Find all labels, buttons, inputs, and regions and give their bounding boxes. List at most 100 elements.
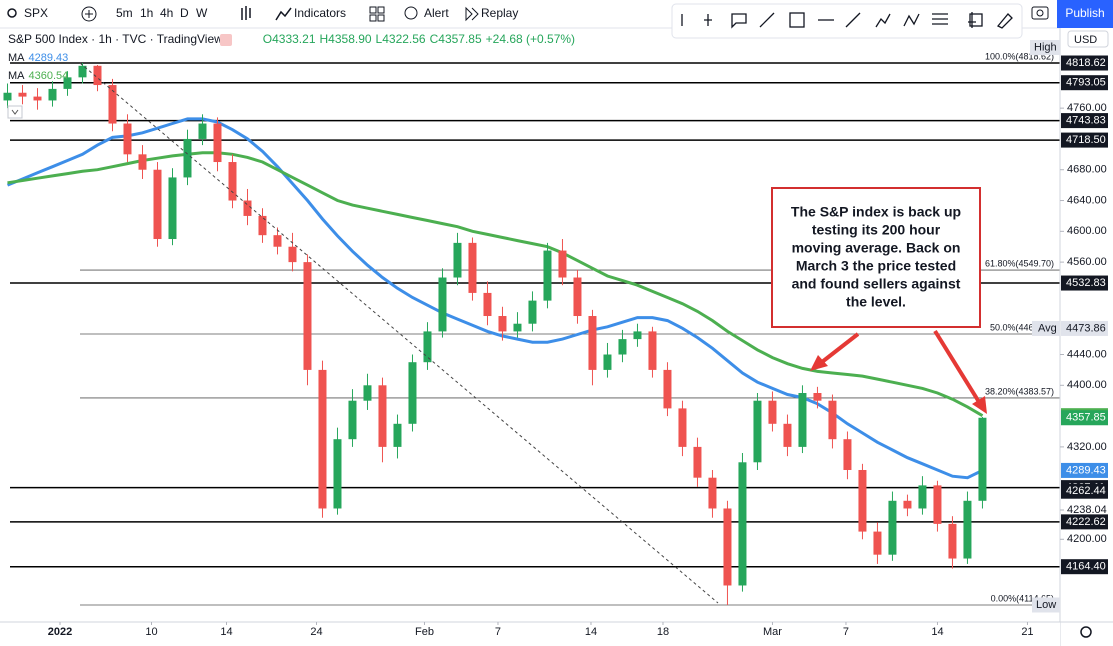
fib-label: 100.0%(4818.62): [985, 51, 1054, 61]
interval[interactable]: D: [180, 6, 189, 20]
x-tick-label: 14: [220, 626, 232, 638]
high-bg: [1030, 40, 1060, 55]
candle-body: [243, 200, 252, 216]
tool[interactable]: [932, 13, 948, 25]
candle-body: [873, 531, 882, 555]
plus-icon: [85, 10, 93, 18]
tool[interactable]: [789, 12, 805, 28]
candle-body: [558, 250, 567, 278]
candle-body: [858, 469, 867, 532]
low-label: Low: [1036, 599, 1056, 611]
y-tick-label: 4238.04: [1067, 504, 1107, 516]
avg-name: Avg: [1038, 322, 1057, 334]
tool[interactable]: [704, 14, 712, 26]
annotation-line: The S&P index is back up: [791, 204, 961, 220]
indicators-button[interactable]: Indicators: [294, 6, 346, 20]
settings-icon[interactable]: [1080, 626, 1092, 638]
ma-name: MA: [8, 52, 25, 64]
tool[interactable]: [875, 13, 891, 28]
interval[interactable]: 4h: [160, 6, 173, 20]
x-tick-label: 21: [1021, 626, 1033, 638]
level-label-bg: [1061, 275, 1108, 291]
tool[interactable]: [845, 12, 861, 28]
candle-body: [258, 215, 267, 236]
tool[interactable]: [996, 13, 1013, 29]
ma-value: 4289.43: [29, 52, 69, 64]
alert-button[interactable]: Alert: [424, 6, 449, 20]
trend-line: [79, 62, 719, 604]
candle-body: [138, 154, 147, 170]
candle-body: [933, 485, 942, 524]
candle-body: [348, 400, 357, 440]
level-label: 4532.83: [1066, 277, 1106, 289]
candle-body: [693, 446, 702, 478]
tool[interactable]: [969, 13, 983, 27]
drawing-tools: [681, 12, 1013, 29]
symbol[interactable]: SPX: [24, 6, 48, 20]
candle-body: [528, 300, 537, 324]
publish-button[interactable]: [1057, 0, 1113, 28]
candle-body: [588, 316, 597, 370]
candle-body: [303, 262, 312, 370]
y-tick-label: 4440.00: [1067, 348, 1107, 360]
alert-icon: [404, 6, 418, 20]
tool[interactable]: [731, 13, 747, 29]
axis-labels: 4760.00 4680.00 4640.00 4600.00 4560.00 4440.…: [48, 40, 1108, 638]
candle-body: [363, 385, 372, 401]
fib-label: 38.20%(4383.57): [985, 386, 1054, 396]
x-tick-label: 18: [657, 626, 669, 638]
candle-body: [198, 123, 207, 139]
avg-label: 4473.86: [1066, 322, 1106, 334]
ohlc: L4322.56: [376, 32, 426, 46]
level-label: 4164.40: [1066, 561, 1106, 573]
snapshot-button[interactable]: [1031, 6, 1049, 20]
legend-icon[interactable]: [220, 34, 232, 46]
indicators-icon: [275, 7, 292, 21]
candle-body: [288, 246, 297, 263]
candle-body: [63, 77, 72, 89]
interval[interactable]: W: [196, 6, 208, 20]
chart-type-icon[interactable]: [241, 6, 251, 20]
currency[interactable]: USD: [1074, 34, 1097, 46]
y-tick-label: 4400.00: [1067, 379, 1107, 391]
tool[interactable]: [903, 13, 920, 27]
tool[interactable]: [968, 12, 976, 28]
level-label-bg: [1061, 559, 1108, 575]
layout-icon: [369, 14, 377, 22]
candle-body: [183, 138, 192, 178]
marker-label-bg: [1061, 483, 1108, 499]
ma-price-label-bg: [1061, 462, 1108, 478]
x-tick-label: Mar: [763, 626, 782, 638]
ma-legend: MA 4360.54: [8, 70, 68, 82]
layout-icon[interactable]: [369, 6, 377, 14]
interval[interactable]: 5m: [116, 6, 133, 20]
level-label: 4818.62: [1066, 57, 1106, 69]
candle-body: [783, 423, 792, 447]
candle-body: [468, 242, 477, 293]
tool[interactable]: [759, 12, 775, 28]
annotation-line: and found sellers against: [792, 276, 961, 292]
fib-label: 50.0%(4466.64): [990, 322, 1054, 332]
interval[interactable]: 1h: [140, 6, 153, 20]
candle-body: [843, 439, 852, 470]
candle-body: [408, 362, 417, 424]
candle-body: [798, 393, 807, 447]
replay-button[interactable]: Replay: [481, 6, 518, 20]
search-icon[interactable]: [7, 8, 17, 18]
moving-average: [6, 117, 984, 480]
candle-body: [393, 423, 402, 447]
snapshot-icon: [1036, 9, 1044, 17]
currency-button[interactable]: [1067, 30, 1109, 48]
level-label: 4718.50: [1066, 134, 1106, 146]
y-tick-label: 4680.00: [1067, 164, 1107, 176]
replay-icon: [465, 6, 479, 22]
annotation-arrow: [820, 332, 860, 364]
compare-button[interactable]: [81, 6, 97, 22]
publish-label[interactable]: Publish: [1065, 6, 1104, 20]
candle-body: [963, 500, 972, 559]
x-tick-label: 14: [931, 626, 943, 638]
candle-body: [633, 331, 642, 340]
collapse-button[interactable]: [7, 105, 23, 119]
candle-body: [813, 393, 822, 401]
